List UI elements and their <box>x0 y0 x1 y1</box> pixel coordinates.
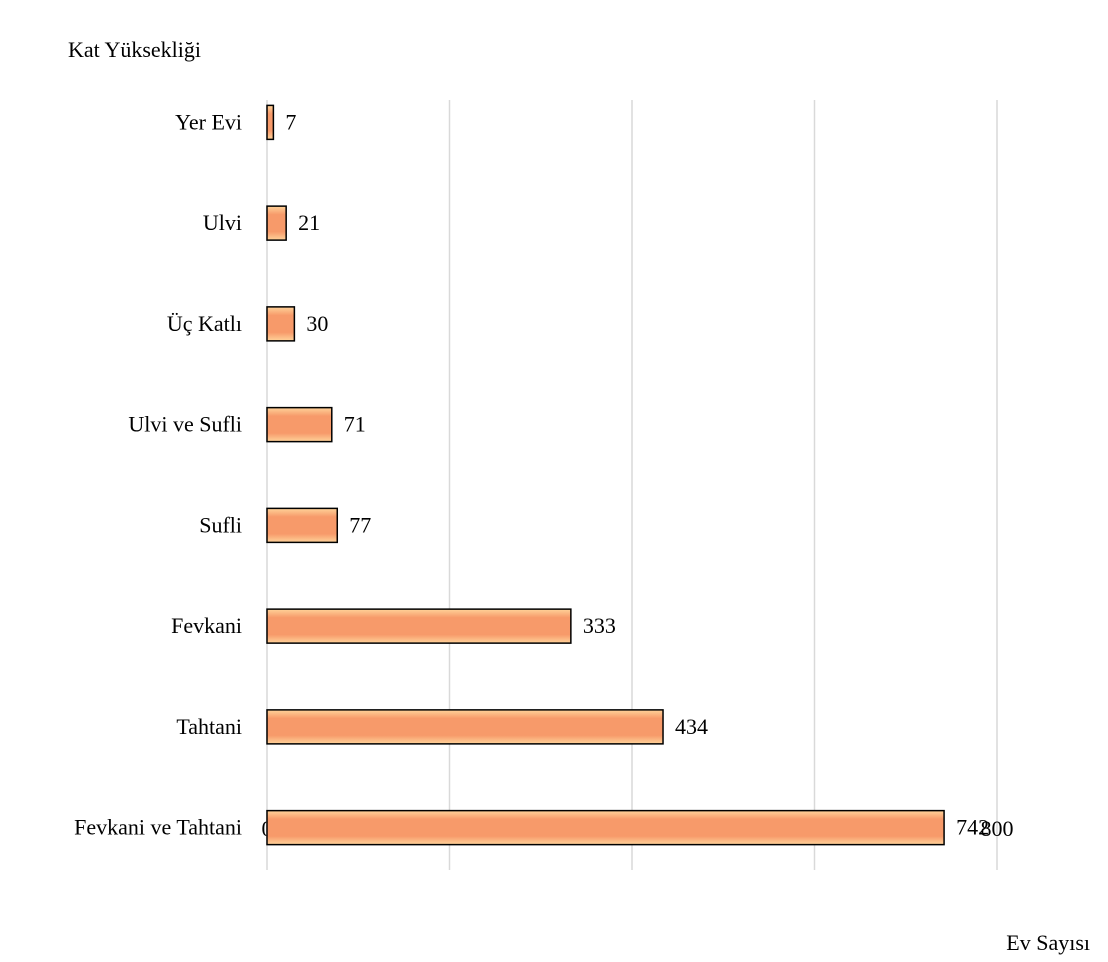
value-label: 742 <box>956 815 989 840</box>
value-label: 434 <box>675 714 708 739</box>
y-tick-label: Tahtani <box>176 714 242 739</box>
y-axis-label: Kat Yüksekliği <box>68 37 201 62</box>
x-axis-label: Ev Sayısı <box>1006 930 1090 955</box>
bar <box>266 507 339 544</box>
bar <box>266 406 333 443</box>
bar <box>266 104 275 141</box>
value-label: 21 <box>298 210 320 235</box>
y-tick-label: Yer Evi <box>175 109 242 134</box>
bar <box>266 608 572 644</box>
value-label: 30 <box>306 311 328 336</box>
value-label: 333 <box>583 613 616 638</box>
value-label: 7 <box>285 109 296 134</box>
value-label: 71 <box>344 412 366 437</box>
y-tick-label: Fevkani ve Tahtani <box>74 815 242 840</box>
bar <box>266 205 287 241</box>
y-tick-label: Ulvi <box>203 210 242 235</box>
bar <box>266 709 664 745</box>
value-label: 77 <box>349 512 371 537</box>
x-tick-label: 800 <box>981 816 1014 841</box>
y-tick-label: Sufli <box>199 512 242 537</box>
bar <box>266 306 296 342</box>
bar <box>266 809 945 846</box>
y-tick-label: Fevkani <box>171 613 242 638</box>
y-tick-label: Üç Katlı <box>167 311 242 336</box>
y-tick-label: Ulvi ve Sufli <box>128 412 242 437</box>
